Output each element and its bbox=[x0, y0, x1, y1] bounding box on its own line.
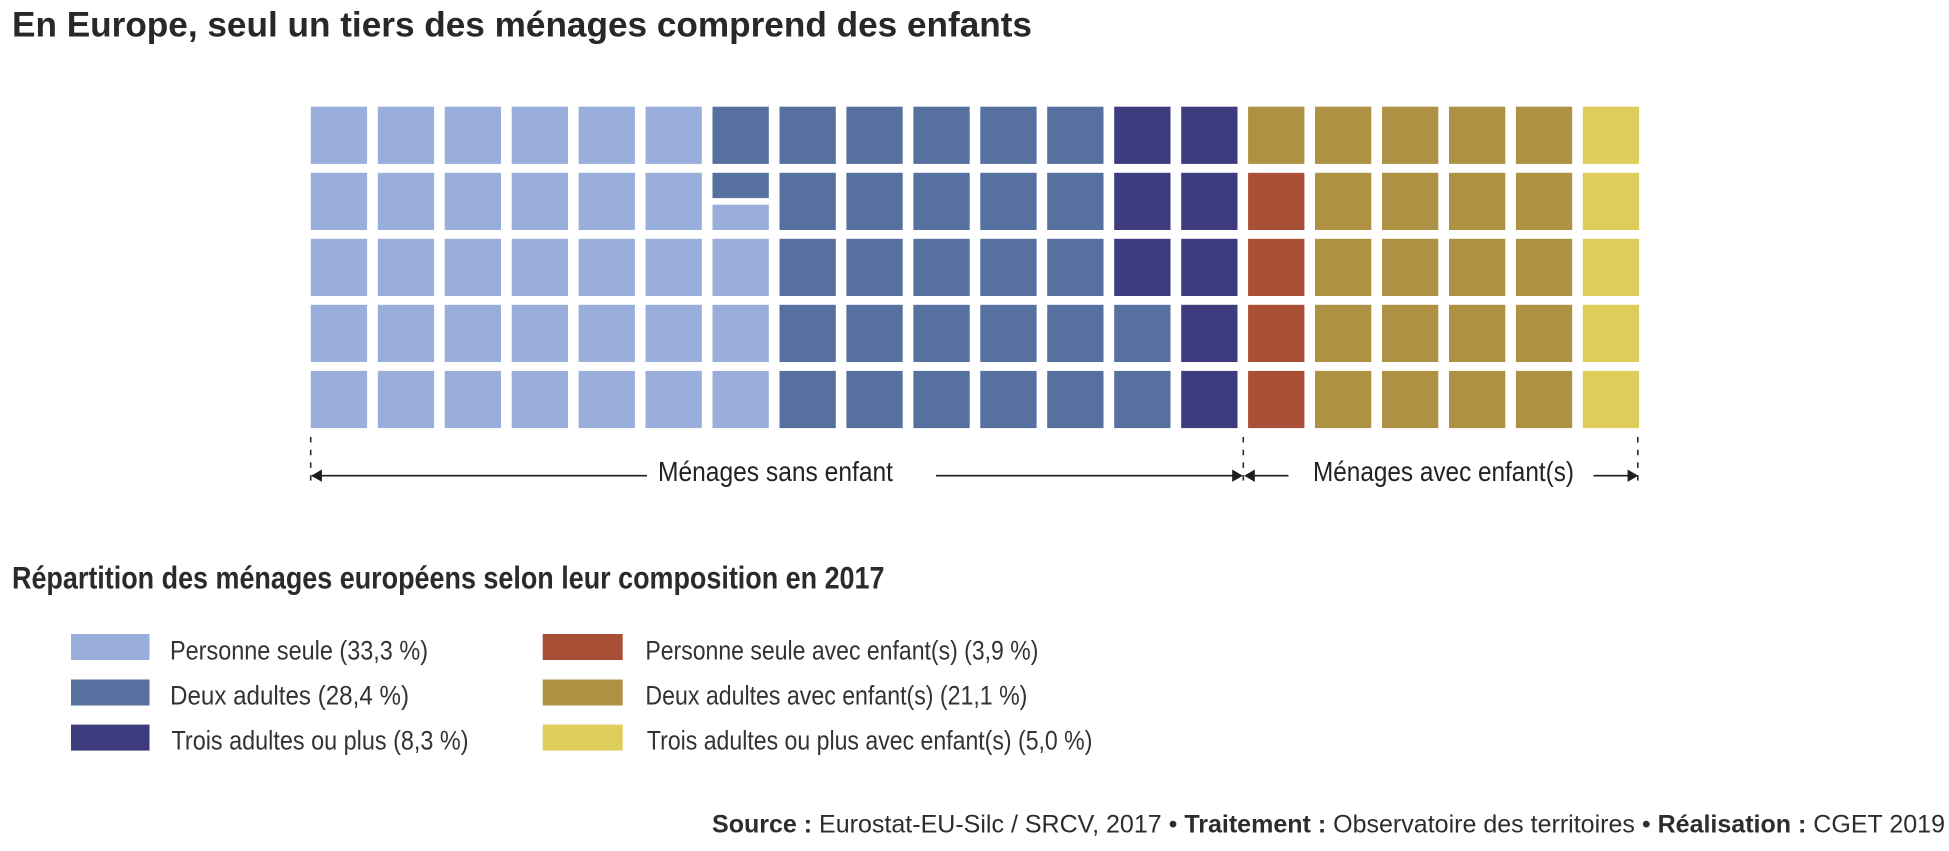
svg-text:En Europe, seul un tiers des m: En Europe, seul un tiers des ménages com… bbox=[12, 6, 1032, 45]
svg-text:Trois adultes ou plus (8,3 %): Trois adultes ou plus (8,3 %) bbox=[172, 726, 469, 756]
svg-text:Personne seule avec enfant(s): Personne seule avec enfant(s) (3,9 %) bbox=[645, 636, 1038, 666]
svg-text:Personne seule (33,3 %): Personne seule (33,3 %) bbox=[170, 636, 428, 666]
svg-text:Ménages avec enfant(s): Ménages avec enfant(s) bbox=[1313, 456, 1574, 487]
svg-text:Source : Eurostat-EU-Silc / SR: Source : Eurostat-EU-Silc / SRCV, 2017 •… bbox=[712, 811, 1945, 839]
svg-text:Trois adultes ou plus avec enf: Trois adultes ou plus avec enfant(s) (5,… bbox=[647, 726, 1093, 756]
svg-text:Deux adultes avec enfant(s) (2: Deux adultes avec enfant(s) (21,1 %) bbox=[645, 681, 1027, 711]
svg-text:Ménages sans enfant: Ménages sans enfant bbox=[658, 456, 893, 487]
svg-text:Deux adultes (28,4 %): Deux adultes (28,4 %) bbox=[170, 681, 409, 711]
svg-text:Répartition des ménages europé: Répartition des ménages européens selon … bbox=[12, 559, 885, 595]
